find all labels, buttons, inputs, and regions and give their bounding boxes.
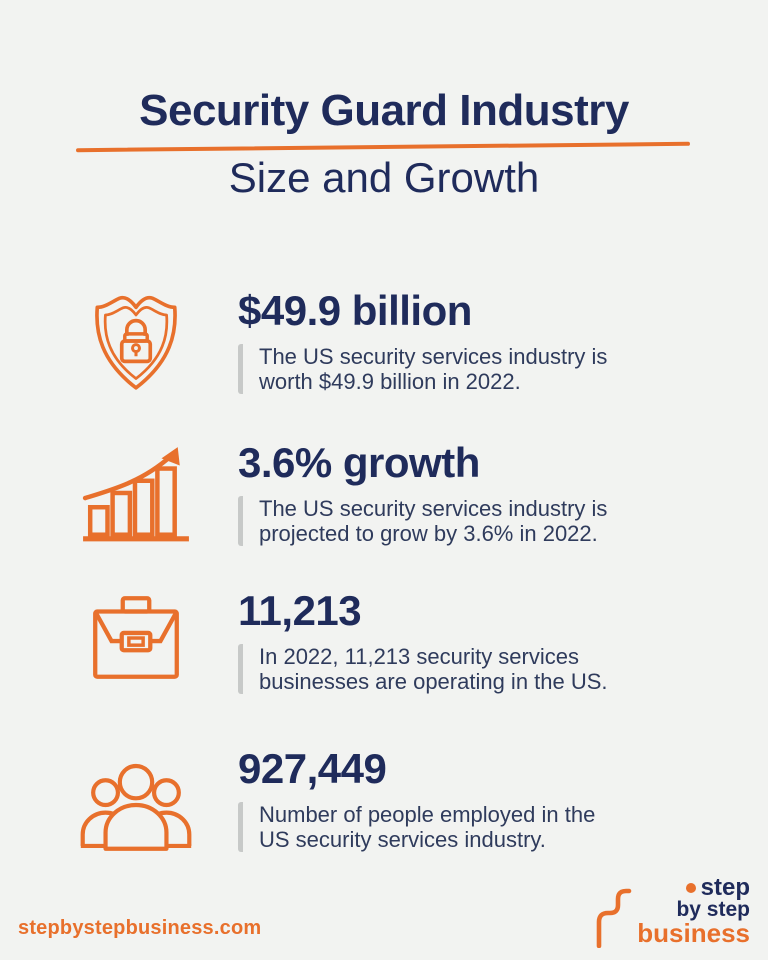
page-title: Security Guard Industry — [139, 86, 629, 135]
website-url: stepbystepbusiness.com — [18, 917, 262, 939]
stat-row-businesses: 11,213 In 2022, 11,213 security services… — [76, 587, 716, 695]
people-group-icon — [76, 746, 196, 852]
staircase-icon — [593, 884, 635, 953]
stat-description-line: In 2022, 11,213 security services — [259, 644, 579, 670]
stat-row-growth: 3.6% growth The US security services ind… — [76, 439, 716, 547]
stat-text-market-size: $49.9 billion The US security services i… — [238, 287, 608, 395]
growth-chart-icon — [76, 440, 196, 543]
page-subtitle: Size and Growth — [228, 154, 540, 201]
stat-description-line: The US security services industry is — [259, 496, 608, 522]
logo-line-by-step: by step — [676, 898, 750, 921]
stat-description-line: businesses are operating in the US. — [259, 669, 608, 695]
logo-line-step: step — [637, 876, 750, 900]
briefcase-icon — [76, 588, 196, 680]
stat-row-market-size: $49.9 billion The US security services i… — [76, 287, 716, 396]
stat-description: Number of people employed in the US secu… — [238, 802, 596, 853]
stat-value: 927,449 — [238, 745, 387, 792]
stat-description-line: worth $49.9 billion in 2022. — [259, 369, 521, 395]
stat-text-growth: 3.6% growth The US security services ind… — [238, 439, 608, 547]
stat-value: 11,213 — [238, 587, 362, 634]
stat-description: The US security services industry is wor… — [238, 344, 608, 395]
stat-description-line: Number of people employed in the — [259, 802, 596, 828]
logo-word: step — [700, 874, 750, 901]
stat-row-employment: 927,449 Number of people employed in the… — [76, 745, 716, 853]
stat-text-employment: 927,449 Number of people employed in the… — [238, 745, 596, 853]
stat-description-line: The US security services industry is — [259, 344, 608, 370]
stat-value: 3.6% growth — [238, 439, 480, 486]
stat-description: The US security services industry is pro… — [238, 496, 608, 547]
logo-line-business: business — [637, 917, 750, 948]
logo-wordmark: step by step business — [637, 876, 750, 946]
title-underline — [75, 141, 691, 153]
stat-text-businesses: 11,213 In 2022, 11,213 security services… — [238, 587, 608, 695]
logo-dot-icon — [685, 883, 696, 893]
stat-description-line: projected to grow by 3.6% in 2022. — [259, 521, 598, 547]
step-by-step-business-logo: step by step business — [593, 876, 750, 953]
stat-description: In 2022, 11,213 security services busine… — [238, 644, 608, 695]
shield-lock-icon — [76, 288, 196, 396]
stat-value: $49.9 billion — [238, 287, 472, 334]
stat-description-line: US security services industry. — [259, 827, 546, 853]
